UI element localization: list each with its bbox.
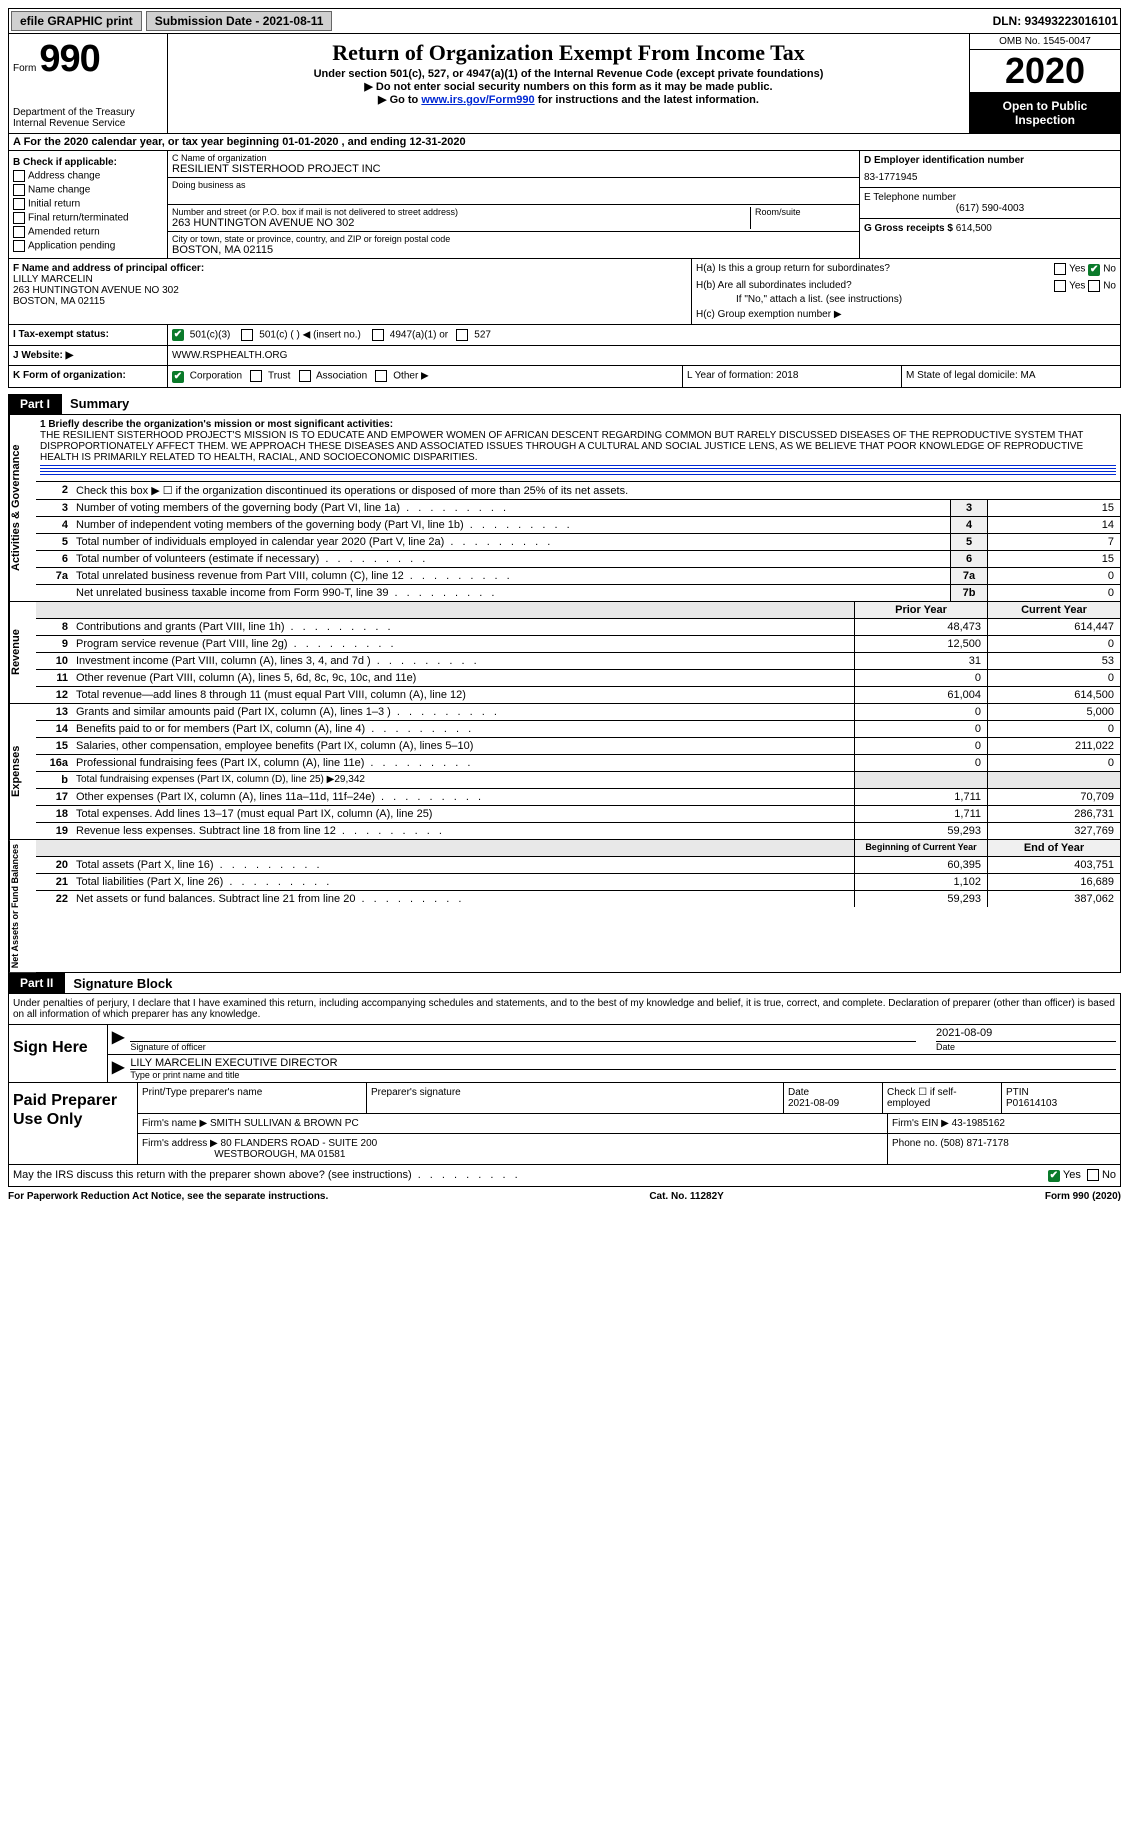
firm-phone: (508) 871-7178 [940, 1138, 1008, 1149]
vtab-expenses: Expenses [9, 704, 36, 839]
chk-initial-return[interactable]: Initial return [13, 198, 163, 210]
governance-section: Activities & Governance 1 Briefly descri… [8, 414, 1121, 602]
firm-addr1: 80 FLANDERS ROAD - SUITE 200 [221, 1138, 378, 1149]
tax-year: 2020 [970, 50, 1120, 93]
title-cell: Return of Organization Exempt From Incom… [168, 34, 970, 133]
submission-date-button[interactable]: Submission Date - 2021-08-11 [146, 11, 333, 31]
firm-name: SMITH SULLIVAN & BROWN PC [210, 1118, 359, 1129]
officer-name-title: LILY MARCELIN EXECUTIVE DIRECTOR [130, 1057, 1116, 1070]
page-footer: For Paperwork Reduction Act Notice, see … [8, 1187, 1121, 1206]
revenue-section: Revenue Prior YearCurrent Year 8Contribu… [8, 602, 1121, 704]
irs-link[interactable]: www.irs.gov/Form990 [421, 94, 534, 106]
form-word: Form [13, 63, 36, 74]
dba-row: Doing business as [168, 178, 859, 205]
row-a-period: A For the 2020 calendar year, or tax yea… [8, 134, 1121, 151]
officer-addr: 263 HUNTINGTON AVENUE NO 302 [13, 285, 687, 296]
signature-block: Under penalties of perjury, I declare th… [8, 993, 1121, 1083]
org-name-row: C Name of organization RESILIENT SISTERH… [168, 151, 859, 178]
form-number: 990 [39, 38, 99, 80]
col-b-header: B Check if applicable: [13, 157, 163, 168]
expenses-section: Expenses 13Grants and similar amounts pa… [8, 704, 1121, 840]
chk-501c3[interactable]: ✔ [172, 329, 184, 341]
discuss-row: May the IRS discuss this return with the… [8, 1165, 1121, 1187]
state-domicile: M State of legal domicile: MA [901, 366, 1120, 387]
vtab-governance: Activities & Governance [9, 415, 36, 601]
tax-status-options: ✔ 501(c)(3) 501(c) ( ) ◀ (insert no.) 49… [168, 325, 1120, 346]
discuss-yes[interactable]: ✔ [1048, 1170, 1060, 1182]
column-c: C Name of organization RESILIENT SISTERH… [168, 151, 860, 258]
subtitle-3: ▶ Go to www.irs.gov/Form990 for instruct… [176, 93, 961, 106]
subtitle-2: ▶ Do not enter social security numbers o… [176, 80, 961, 93]
omb-number: OMB No. 1545-0047 [970, 34, 1120, 50]
form-number-cell: Form 990 Department of the Treasury Inte… [9, 34, 168, 133]
chk-name-change[interactable]: Name change [13, 184, 163, 196]
chk-corporation[interactable]: ✔ [172, 371, 184, 383]
chk-address-change[interactable]: Address change [13, 170, 163, 182]
firm-addr2: WESTBOROUGH, MA 01581 [214, 1149, 345, 1160]
address-row: Number and street (or P.O. box if mail i… [168, 205, 859, 232]
row-klm: K Form of organization: ✔ Corporation Tr… [8, 366, 1121, 388]
phone-row: E Telephone number (617) 590-4003 [860, 188, 1120, 219]
perjury-declaration: Under penalties of perjury, I declare th… [9, 994, 1120, 1025]
ptin: P01614103 [1006, 1098, 1057, 1109]
column-f: F Name and address of principal officer:… [9, 259, 692, 324]
efile-button[interactable]: efile GRAPHIC print [11, 11, 142, 31]
open-inspection: Open to Public Inspection [970, 93, 1120, 133]
year-cell: OMB No. 1545-0047 2020 Open to Public In… [970, 34, 1120, 133]
part1-header: Part I Summary [8, 394, 1121, 414]
net-assets-section: Net Assets or Fund Balances Beginning of… [8, 840, 1121, 973]
subtitle-1: Under section 501(c), 527, or 4947(a)(1)… [176, 68, 961, 80]
gross-receipts-row: G Gross receipts $ 614,500 [860, 219, 1120, 238]
officer-city: BOSTON, MA 02115 [13, 296, 687, 307]
vtab-revenue: Revenue [9, 602, 36, 703]
ein-value: 83-1771945 [864, 172, 1116, 183]
form-title: Return of Organization Exempt From Incom… [176, 40, 961, 66]
sign-here-label: Sign Here [9, 1025, 108, 1082]
row-tax-status: I Tax-exempt status: ✔ 501(c)(3) 501(c) … [8, 325, 1121, 347]
form-header: Form 990 Department of the Treasury Inte… [8, 34, 1121, 134]
firm-ein: 43-1985162 [952, 1118, 1005, 1129]
topbar: efile GRAPHIC print Submission Date - 20… [8, 8, 1121, 34]
city-state-zip: BOSTON, MA 02115 [172, 244, 855, 256]
ein-row: D Employer identification number 83-1771… [860, 151, 1120, 188]
mission-text: THE RESILIENT SISTERHOOD PROJECT'S MISSI… [40, 430, 1116, 463]
part2-header: Part II Signature Block [8, 973, 1121, 993]
vtab-net-assets: Net Assets or Fund Balances [9, 840, 36, 972]
dln-text: DLN: 93493223016101 [993, 14, 1118, 28]
row-website: J Website: ▶ WWW.RSPHEALTH.ORG [8, 346, 1121, 366]
chk-amended-return[interactable]: Amended return [13, 226, 163, 238]
paid-preparer-label: Paid Preparer Use Only [9, 1083, 138, 1164]
sig-date: 2021-08-09 [936, 1027, 1116, 1042]
year-formation: L Year of formation: 2018 [682, 366, 901, 387]
column-h: H(a) Is this a group return for subordin… [692, 259, 1120, 324]
officer-name: LILLY MARCELIN [13, 274, 687, 285]
block-bcdeg: B Check if applicable: Address change Na… [8, 151, 1121, 259]
phone-value: (617) 590-4003 [864, 203, 1116, 214]
column-b: B Check if applicable: Address change Na… [9, 151, 168, 258]
column-de: D Employer identification number 83-1771… [860, 151, 1120, 258]
chk-application-pending[interactable]: Application pending [13, 240, 163, 252]
chk-final-return[interactable]: Final return/terminated [13, 212, 163, 224]
mission-block: 1 Briefly describe the organization's mi… [36, 415, 1120, 481]
block-fh: F Name and address of principal officer:… [8, 259, 1121, 325]
gross-receipts-value: 614,500 [956, 223, 992, 234]
street-address: 263 HUNTINGTON AVENUE NO 302 [172, 217, 750, 229]
arrow-icon: ▶ [112, 1057, 124, 1080]
paid-preparer-block: Paid Preparer Use Only Print/Type prepar… [8, 1083, 1121, 1165]
arrow-icon: ▶ [112, 1027, 124, 1052]
city-row: City or town, state or province, country… [168, 232, 859, 258]
dept-text: Department of the Treasury Internal Reve… [13, 107, 163, 129]
org-name: RESILIENT SISTERHOOD PROJECT INC [172, 163, 855, 175]
website-value: WWW.RSPHEALTH.ORG [168, 346, 1120, 365]
